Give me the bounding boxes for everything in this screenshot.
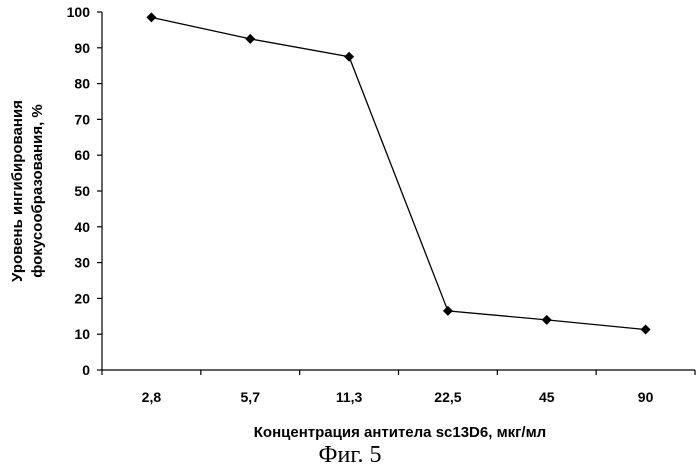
y-tick-label: 0: [82, 362, 90, 378]
y-axis-title: Уровень ингибированияфокусообразования, …: [9, 100, 46, 282]
x-tick-label: 2,8: [142, 389, 162, 405]
y-tick-label: 50: [74, 183, 90, 199]
data-point: [146, 12, 156, 22]
y-tick-label: 80: [74, 76, 90, 92]
x-tick-label: 5,7: [241, 389, 261, 405]
x-tick-label: 11,3: [336, 389, 363, 405]
y-axis: 0 10 20 30 40 50 60 70 80 90 100: [67, 4, 102, 378]
x-axis: 2,8 5,7 11,3 22,5 45 90: [102, 370, 695, 405]
data-point: [641, 325, 651, 335]
data-point: [542, 315, 552, 325]
x-tick-label: 90: [638, 389, 654, 405]
series-line: [151, 17, 645, 329]
x-axis-title: Концентрация антитела sc13D6, мкг/мл: [254, 424, 546, 440]
y-tick-label: 70: [74, 111, 90, 127]
y-axis-title-line: фокусообразования, %: [29, 104, 46, 278]
series-0: [146, 12, 650, 334]
y-tick-label: 30: [74, 255, 90, 271]
data-point: [443, 306, 453, 316]
y-axis-title-line: Уровень ингибирования: [9, 100, 26, 282]
data-point: [245, 34, 255, 44]
y-tick-label: 90: [74, 40, 90, 56]
y-tick-label: 20: [74, 290, 90, 306]
y-tick-label: 10: [74, 326, 90, 342]
x-tick-label: 45: [539, 389, 555, 405]
x-tick-label: 22,5: [434, 389, 461, 405]
y-tick-label: 100: [67, 4, 91, 20]
line-chart: 0 10 20 30 40 50 60 70 80 90 100 2,8 5,7 11,3 22,5 45 9…: [0, 0, 700, 440]
y-tick-label: 60: [74, 147, 90, 163]
figure-caption: Фиг. 5: [0, 442, 700, 469]
y-tick-label: 40: [74, 219, 90, 235]
data-point: [344, 52, 354, 62]
